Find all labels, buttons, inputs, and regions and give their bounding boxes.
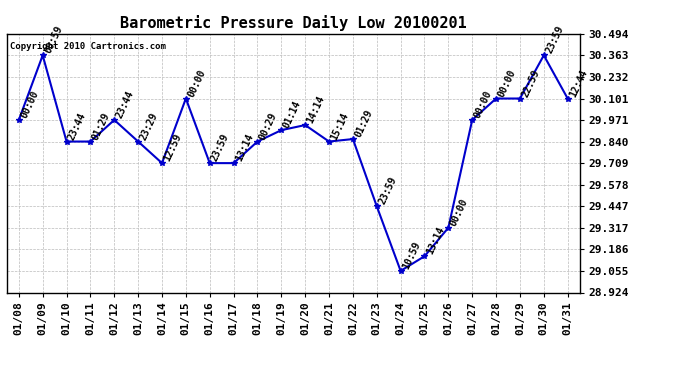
Text: 00:00: 00:00 bbox=[19, 89, 40, 120]
Text: 23:59: 23:59 bbox=[544, 24, 565, 56]
Text: 23:59: 23:59 bbox=[210, 132, 231, 163]
Text: 01:29: 01:29 bbox=[90, 111, 112, 141]
Text: 00:29: 00:29 bbox=[257, 111, 279, 141]
Text: 01:29: 01:29 bbox=[353, 108, 375, 139]
Text: 13:14: 13:14 bbox=[234, 132, 255, 163]
Text: 13:14: 13:14 bbox=[424, 225, 446, 256]
Text: 23:44: 23:44 bbox=[115, 89, 136, 120]
Text: 00:00: 00:00 bbox=[472, 89, 494, 120]
Text: 00:00: 00:00 bbox=[496, 68, 518, 99]
Title: Barometric Pressure Daily Low 20100201: Barometric Pressure Daily Low 20100201 bbox=[120, 15, 466, 31]
Text: 23:59: 23:59 bbox=[377, 176, 398, 206]
Text: Copyright 2010 Cartronics.com: Copyright 2010 Cartronics.com bbox=[10, 42, 166, 51]
Text: 01:14: 01:14 bbox=[282, 99, 303, 130]
Text: 23:44: 23:44 bbox=[66, 111, 88, 141]
Text: 23:29: 23:29 bbox=[138, 111, 159, 141]
Text: 00:00: 00:00 bbox=[186, 68, 208, 99]
Text: 15:14: 15:14 bbox=[329, 111, 351, 141]
Text: 22:59: 22:59 bbox=[520, 68, 542, 99]
Text: 00:00: 00:00 bbox=[448, 197, 470, 228]
Text: 00:59: 00:59 bbox=[43, 24, 64, 56]
Text: 12:59: 12:59 bbox=[162, 132, 184, 163]
Text: 10:59: 10:59 bbox=[401, 240, 422, 271]
Text: 12:44: 12:44 bbox=[568, 68, 589, 99]
Text: 14:14: 14:14 bbox=[305, 94, 326, 125]
